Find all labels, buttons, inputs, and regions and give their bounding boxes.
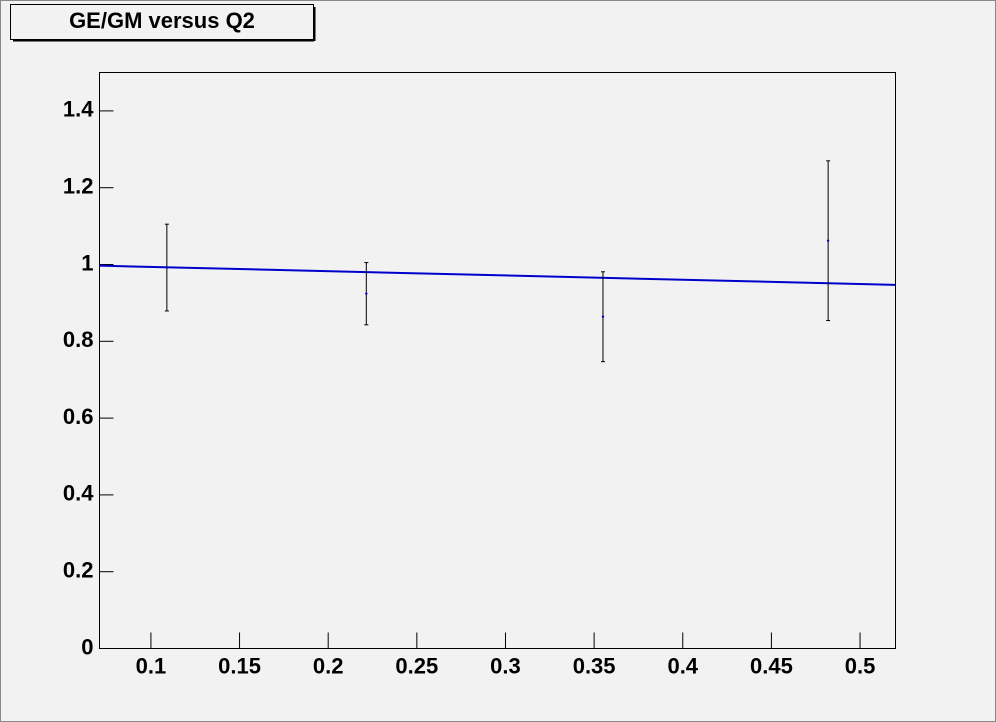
fit-line — [99, 264, 896, 286]
x-tick-label: 0.4 — [667, 653, 698, 678]
y-tick-label: 0.6 — [63, 404, 94, 429]
x-tick-label: 0.35 — [573, 653, 616, 678]
x-tick-label: 0.1 — [136, 653, 167, 678]
x-tick-label: 0.3 — [490, 653, 521, 678]
y-tick-label: 0 — [81, 634, 93, 659]
x-tick-label: 0.2 — [313, 653, 344, 678]
data-point — [365, 292, 368, 295]
data-point — [601, 315, 605, 318]
data-point — [165, 266, 169, 269]
y-tick-label: 1.4 — [63, 97, 94, 122]
chart-title: GE/GM versus Q2 — [69, 8, 255, 33]
y-tick-label: 0.2 — [63, 558, 94, 583]
x-tick-label: 0.45 — [750, 653, 793, 678]
x-tick-label: 0.5 — [845, 653, 876, 678]
title-box — [10, 4, 314, 40]
y-tick-label: 0.8 — [63, 327, 94, 352]
x-tick-label: 0.25 — [395, 653, 438, 678]
y-tick-label: 1.2 — [63, 174, 94, 199]
y-tick-label: 1 — [81, 250, 93, 275]
x-tick-label: 0.15 — [218, 653, 261, 678]
data-point — [826, 239, 830, 242]
y-tick-label: 0.4 — [63, 481, 94, 506]
plot-frame — [99, 72, 896, 649]
